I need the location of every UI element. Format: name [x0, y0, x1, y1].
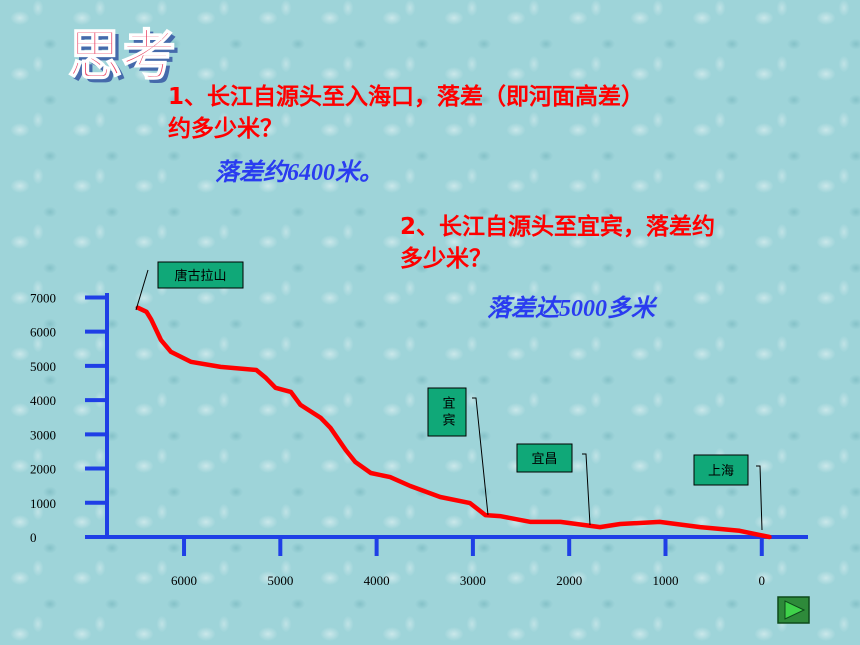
y-tick-label: 1000 — [30, 496, 56, 511]
callout-box — [693, 454, 749, 486]
callout-label: 宜宾 — [440, 396, 456, 430]
elevation-line — [135, 305, 772, 540]
x-tick-label: 4000 — [364, 573, 390, 588]
callout-label: 唐古拉山 — [174, 268, 226, 284]
y-tick-label: 5000 — [30, 359, 56, 374]
callout-leader — [756, 465, 763, 531]
y-tick-label: 3000 — [30, 427, 56, 442]
question-line: 约多少米？ — [168, 115, 283, 142]
heading: 思考 — [68, 24, 176, 87]
callout-leader — [472, 397, 489, 516]
answer: 落差约6400米。 — [215, 159, 383, 186]
callout-label: 宜昌 — [531, 452, 557, 467]
callout-box — [157, 261, 244, 289]
y-tick-label: 6000 — [30, 325, 56, 340]
x-tick-label: 3000 — [460, 573, 486, 588]
answer: 落差达5000多米 — [487, 295, 658, 322]
y-tick-label: 0 — [30, 530, 37, 545]
y-tick-label: 4000 — [30, 393, 56, 408]
callout-label: 上海 — [708, 464, 734, 479]
play-icon[interactable] — [784, 600, 806, 620]
play-button[interactable] — [777, 596, 810, 624]
y-tick-label: 2000 — [30, 462, 56, 477]
x-tick-label: 1000 — [652, 573, 678, 588]
callout-box — [427, 387, 467, 437]
x-tick-label: 5000 — [267, 573, 293, 588]
callout-leader — [582, 453, 591, 526]
callout-box — [516, 443, 573, 473]
x-tick-label: 0 — [759, 573, 766, 588]
heading-shadow: 思考 — [72, 28, 180, 91]
question-line: 1、长江自源头至入海口，落差（即河面高差） — [168, 83, 644, 110]
x-tick-label: 2000 — [556, 573, 582, 588]
question-line: 2、长江自源头至宜宾，落差约 — [400, 213, 715, 240]
x-tick-label: 6000 — [171, 573, 197, 588]
question-line: 多少米？ — [400, 245, 492, 272]
y-tick-label: 7000 — [30, 290, 56, 305]
callout-leader — [135, 269, 149, 311]
